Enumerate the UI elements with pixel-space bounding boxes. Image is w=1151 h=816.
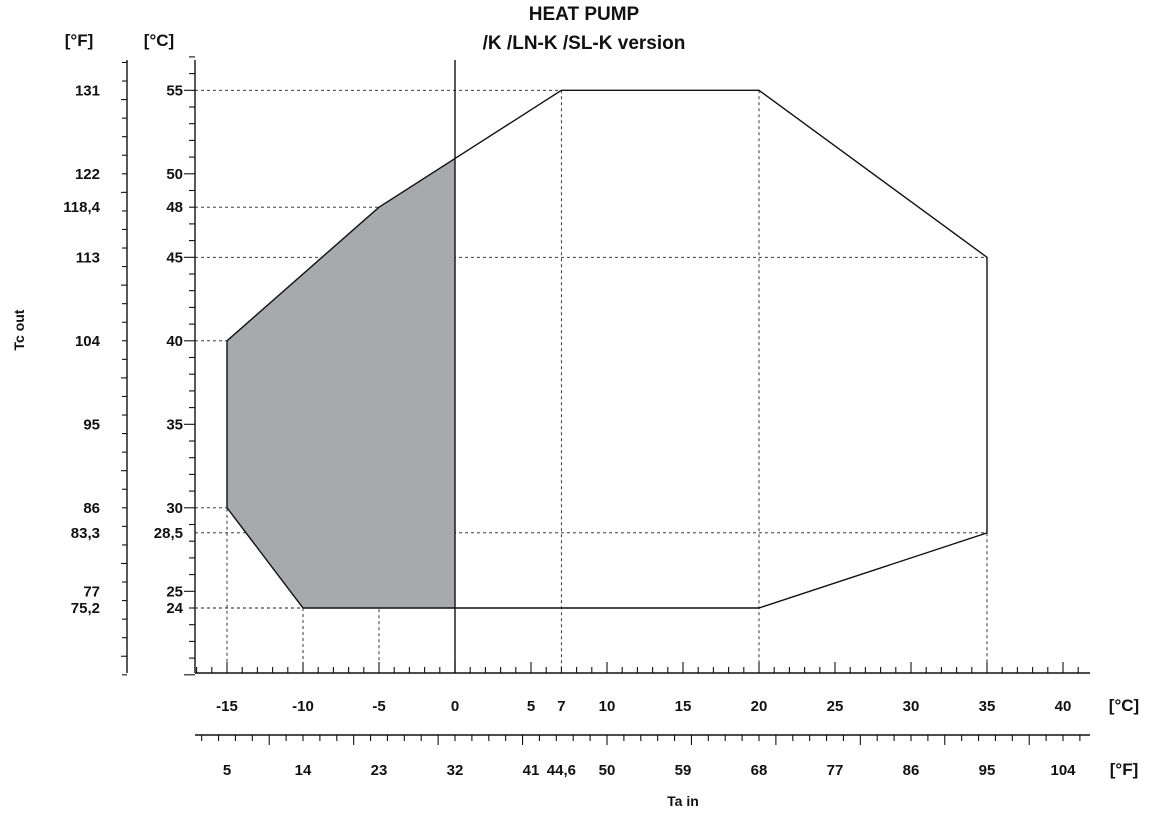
y-tick-label-fahrenheit: 83,3 — [71, 525, 100, 542]
x-tick-label-fahrenheit: 32 — [447, 762, 464, 779]
axes — [121, 56, 1090, 745]
y-tick-label-fahrenheit: 131 — [75, 82, 100, 99]
tick-labels: -15 -10 -5 0 5 7 10 15 20 25 30 35 40 5 14 23 32 41 44,6 50… — [63, 82, 1076, 779]
x-tick-label-fahrenheit: 95 — [979, 762, 996, 779]
x-tick-label-celsius: -15 — [216, 698, 238, 715]
y-tick-label-celsius: 40 — [166, 333, 183, 350]
x-axis-unit-fahrenheit: [°F] — [1110, 760, 1139, 779]
x-tick-label-fahrenheit: 50 — [599, 762, 616, 779]
x-axis-title: Ta in — [667, 793, 699, 809]
y-axis-title: Tc out — [11, 309, 27, 350]
y-tick-label-celsius: 50 — [166, 166, 183, 183]
x-tick-label-fahrenheit: 5 — [223, 762, 231, 779]
x-axis-unit-celsius: [°C] — [1109, 696, 1139, 715]
y-tick-label-fahrenheit: 104 — [75, 333, 101, 350]
y-tick-label-fahrenheit: 118,4 — [63, 199, 100, 216]
y-tick-label-celsius: 45 — [166, 249, 183, 266]
shaded-region — [227, 158, 455, 609]
y-tick-label-celsius: 55 — [166, 82, 183, 99]
chart-title-line-1: HEAT PUMP — [529, 4, 640, 25]
y-tick-label-celsius: 25 — [166, 583, 183, 600]
y-tick-label-celsius: 30 — [166, 500, 183, 517]
y-tick-label-fahrenheit: 75,2 — [71, 600, 100, 617]
x-tick-label-celsius: 7 — [557, 698, 565, 715]
x-tick-label-celsius: 0 — [451, 698, 459, 715]
x-tick-label-celsius: 5 — [527, 698, 535, 715]
y-tick-label-celsius: 24 — [166, 600, 183, 617]
x-tick-label-fahrenheit: 14 — [295, 762, 312, 779]
chart-title-line-2: /K /LN-K /SL-K version — [483, 33, 686, 54]
x-tick-label-fahrenheit: 104 — [1050, 762, 1076, 779]
y-tick-label-fahrenheit: 77 — [83, 583, 100, 600]
x-tick-label-celsius: 15 — [675, 698, 692, 715]
y-axis-unit-celsius: [°C] — [144, 31, 174, 50]
x-tick-label-celsius: -10 — [292, 698, 314, 715]
x-tick-label-fahrenheit: 77 — [827, 762, 844, 779]
envelope-area — [226, 60, 988, 673]
y-tick-label-fahrenheit: 122 — [75, 166, 100, 183]
y-tick-label-celsius: 48 — [166, 199, 183, 216]
y-axis-unit-fahrenheit: [°F] — [65, 31, 94, 50]
y-tick-label-fahrenheit: 113 — [76, 249, 100, 266]
x-tick-label-celsius: 20 — [751, 698, 768, 715]
y-tick-label-fahrenheit: 95 — [83, 416, 100, 433]
x-tick-label-celsius: 30 — [903, 698, 920, 715]
x-tick-label-celsius: 25 — [827, 698, 844, 715]
x-tick-label-fahrenheit: 86 — [903, 762, 920, 779]
x-tick-label-fahrenheit: 68 — [751, 762, 768, 779]
x-tick-label-fahrenheit: 44,6 — [547, 762, 576, 779]
envelope-outline — [226, 89, 988, 609]
x-tick-label-fahrenheit: 23 — [371, 762, 388, 779]
x-tick-label-fahrenheit: 41 — [523, 762, 540, 779]
y-tick-label-fahrenheit: 86 — [83, 500, 100, 517]
x-tick-label-celsius: 10 — [599, 698, 616, 715]
x-tick-label-fahrenheit: 59 — [675, 762, 692, 779]
x-tick-label-celsius: -5 — [372, 698, 385, 715]
x-tick-label-celsius: 35 — [979, 698, 996, 715]
y-tick-label-celsius: 28,5 — [154, 525, 183, 542]
y-tick-label-celsius: 35 — [166, 416, 183, 433]
x-tick-label-celsius: 40 — [1055, 698, 1072, 715]
